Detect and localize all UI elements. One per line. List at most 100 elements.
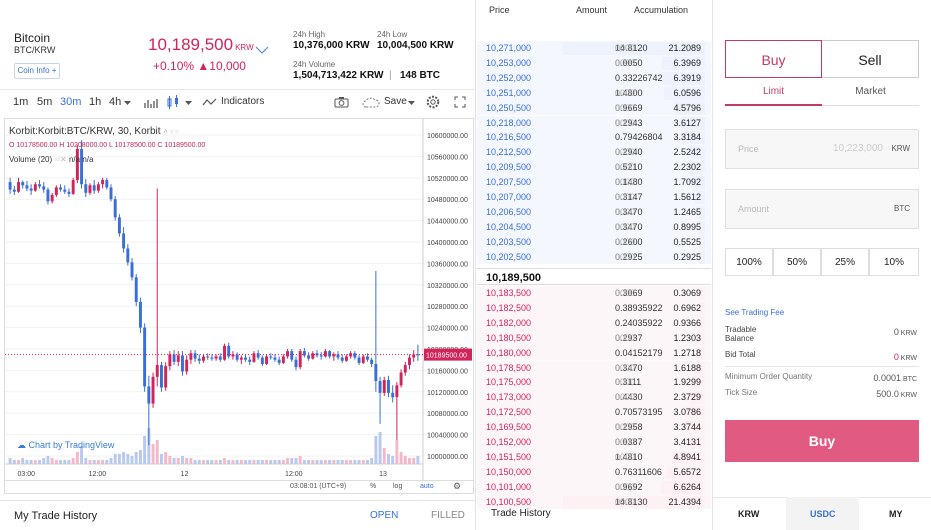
ask-row[interactable]: 10,202,500 0.2925 0000 0.2925 <box>477 249 711 265</box>
ask-row[interactable]: 10,253,000 0.0050 0000 6.3969 <box>477 55 711 71</box>
save-dropdown-icon[interactable] <box>408 101 415 106</box>
bid-row[interactable]: 10,151,500 1.4810 0000 4.8941 <box>477 449 711 465</box>
ask-price[interactable]: 10,250,500 <box>486 102 532 113</box>
sell-tab[interactable]: Sell <box>822 40 919 78</box>
ask-row[interactable]: 10,250,500 0.9669 0000 4.5796 <box>477 100 711 116</box>
pct-50-button[interactable]: 50% <box>773 248 821 276</box>
ask-price[interactable]: 10,212,500 <box>486 147 532 158</box>
bid-price[interactable]: 10,100,500 <box>486 496 532 507</box>
bid-price[interactable]: 10,182,500 <box>486 302 532 313</box>
coin-info-button[interactable]: Coin Info + <box>14 63 60 79</box>
volume-legend-controls-icon[interactable]: ▫▫✕ <box>54 155 67 164</box>
percent-toggle[interactable]: % <box>370 483 377 490</box>
bid-row[interactable]: 10,182,500 0.38935922 0.6962 <box>477 300 711 316</box>
ask-price[interactable]: 10,209,500 <box>486 162 532 173</box>
bid-row[interactable]: 10,178,500 0.3470 0000 1.6188 <box>477 360 711 376</box>
ask-price[interactable]: 10,206,500 <box>486 206 532 217</box>
ask-row[interactable]: 10,206,500 0.3470 0000 1.2465 <box>477 204 711 220</box>
ask-row[interactable]: 10,207,500 0.1480 0000 1.7092 <box>477 175 711 190</box>
indicators-icon[interactable] <box>202 98 217 107</box>
bid-row[interactable]: 10,183,500 0.3069 0000 0.3069 <box>477 286 711 301</box>
pct-100-button[interactable]: 100% <box>725 248 773 276</box>
ask-row[interactable]: 10,252,000 0.33226742 6.3919 <box>477 70 711 86</box>
ask-row[interactable]: 10,216,500 0.79426804 3.3184 <box>477 130 711 146</box>
price-input[interactable]: Price 10,223,000 KRW <box>725 129 919 169</box>
save-button[interactable]: Save <box>384 96 407 107</box>
price-chart[interactable]: 10600000.00 10560000.00 10520000.00 1048000… <box>4 118 474 494</box>
bid-price[interactable]: 10,151,500 <box>486 451 532 462</box>
market-tab[interactable]: Market <box>822 86 919 106</box>
fullscreen-icon[interactable] <box>454 96 466 108</box>
trading-fee-link[interactable]: See Trading Fee <box>725 308 785 317</box>
gear-icon[interactable] <box>426 95 440 109</box>
bid-row[interactable]: 10,180,000 0.04152179 1.2718 <box>477 345 711 361</box>
bid-row[interactable]: 10,182,000 0.24035922 0.9366 <box>477 315 711 331</box>
buy-button[interactable]: Buy <box>725 420 919 462</box>
ask-row[interactable]: 10,204,500 0.3470 0000 0.8995 <box>477 219 711 235</box>
ask-row[interactable]: 10,212,500 0.2940 0000 2.5242 <box>477 145 711 161</box>
interval-5m[interactable]: 5m <box>37 96 53 108</box>
ask-price[interactable]: 10,216,500 <box>486 132 532 143</box>
interval-1m[interactable]: 1m <box>13 96 29 108</box>
indicators-button[interactable]: Indicators <box>221 96 265 107</box>
market-tab-my[interactable]: MY <box>889 509 903 519</box>
ask-price[interactable]: 10,207,000 <box>486 192 532 202</box>
bid-price[interactable]: 10,152,000 <box>486 437 532 447</box>
ask-price[interactable]: 10,203,500 <box>486 236 532 247</box>
ask-row[interactable]: 10,271,000 14.8120 0000 21.2089 <box>477 41 711 56</box>
bid-price[interactable]: 10,172,500 <box>486 407 532 418</box>
bid-row[interactable]: 10,175,000 0.3111 0000 1.9299 <box>477 375 711 391</box>
ask-price[interactable]: 10,218,000 <box>486 117 532 128</box>
interval-30m[interactable]: 30m <box>60 96 82 108</box>
interval-4h[interactable]: 4h <box>109 96 122 108</box>
bid-row[interactable]: 10,101,000 0.9692 0000 6.6264 <box>477 479 711 495</box>
interval-1h[interactable]: 1h <box>89 96 102 108</box>
market-tab-krw[interactable]: KRW <box>738 509 760 519</box>
tab-filled[interactable]: FILLED <box>431 510 465 521</box>
ask-price[interactable]: 10,251,000 <box>486 87 532 98</box>
tradingview-credit[interactable]: ☁ Chart by TradingView <box>17 440 114 451</box>
bar-style-icon[interactable] <box>144 97 158 109</box>
camera-icon[interactable] <box>334 96 349 108</box>
ask-row[interactable]: 10,203,500 0.2600 0000 0.5525 <box>477 234 711 250</box>
ask-row[interactable]: 10,218,000 0.2943 0000 3.6127 <box>477 115 711 131</box>
log-toggle[interactable]: log <box>393 483 403 490</box>
style-dropdown-icon[interactable] <box>185 101 192 106</box>
bid-price[interactable]: 10,183,500 <box>486 288 532 298</box>
ask-price[interactable]: 10,202,500 <box>486 251 532 262</box>
ask-price[interactable]: 10,207,500 <box>486 177 532 188</box>
ask-row[interactable]: 10,251,000 1.4800 0000 6.0596 <box>477 85 711 101</box>
candle-style-icon[interactable] <box>166 95 180 110</box>
auto-toggle[interactable]: auto <box>420 483 434 490</box>
pct-25-button[interactable]: 25% <box>821 248 869 276</box>
bid-row[interactable]: 10,172,500 0.70573195 3.0786 <box>477 405 711 421</box>
amount-input[interactable]: Amount BTC <box>725 189 919 229</box>
bid-row[interactable]: 10,150,000 0.76311606 5.6572 <box>477 464 711 480</box>
bid-price[interactable]: 10,182,000 <box>486 317 532 328</box>
ask-price[interactable]: 10,271,000 <box>486 43 532 53</box>
bid-row[interactable]: 10,169,500 0.2958 0000 3.3744 <box>477 420 711 435</box>
candlestick-svg[interactable]: 10600000.00 10560000.00 10520000.00 1048000… <box>5 119 473 481</box>
interval-dropdown-icon[interactable] <box>124 101 131 106</box>
cloud-icon[interactable] <box>362 96 380 108</box>
bid-row[interactable]: 10,180,500 0.2937 0000 1.2303 <box>477 330 711 346</box>
bid-price[interactable]: 10,180,500 <box>486 332 532 343</box>
market-tab-usdc[interactable]: USDC <box>810 509 836 519</box>
ask-row[interactable]: 10,209,500 0.5210 0000 2.2302 <box>477 160 711 176</box>
ask-price[interactable]: 10,204,500 <box>486 221 532 232</box>
ask-row[interactable]: 10,207,000 0.3147 0000 1.5612 <box>477 190 711 205</box>
tab-open[interactable]: OPEN <box>370 510 399 521</box>
legend-controls-icon[interactable]: ˄ ▫ ▫ <box>163 127 179 136</box>
bid-price[interactable]: 10,180,000 <box>486 347 532 358</box>
bid-row[interactable]: 10,152,000 0.0387 0000 3.4131 <box>477 435 711 450</box>
buy-tab[interactable]: Buy <box>725 40 822 78</box>
ask-price[interactable]: 10,252,000 <box>486 72 532 83</box>
limit-tab[interactable]: Limit <box>725 86 822 106</box>
bid-price[interactable]: 10,173,000 <box>486 392 532 403</box>
pct-10-button[interactable]: 10% <box>869 248 919 276</box>
bid-row[interactable]: 10,173,000 0.4430 0000 2.3729 <box>477 390 711 406</box>
bid-price[interactable]: 10,178,500 <box>486 362 532 373</box>
bid-price[interactable]: 10,101,000 <box>486 481 532 492</box>
ask-price[interactable]: 10,253,000 <box>486 57 532 68</box>
chevron-down-icon[interactable] <box>255 46 269 55</box>
